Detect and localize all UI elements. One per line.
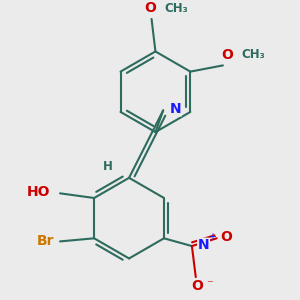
Text: HO: HO	[27, 185, 51, 199]
Text: H: H	[102, 160, 112, 173]
Text: ⁻: ⁻	[206, 278, 213, 291]
Text: O: O	[144, 1, 156, 15]
Text: O: O	[222, 48, 233, 62]
Text: +: +	[208, 232, 216, 242]
Text: O: O	[191, 279, 203, 293]
Text: CH₃: CH₃	[242, 48, 265, 61]
Text: O: O	[220, 230, 232, 244]
Text: CH₃: CH₃	[164, 2, 188, 14]
Text: N: N	[170, 102, 182, 116]
Text: Br: Br	[36, 234, 54, 248]
Text: N: N	[198, 238, 209, 252]
